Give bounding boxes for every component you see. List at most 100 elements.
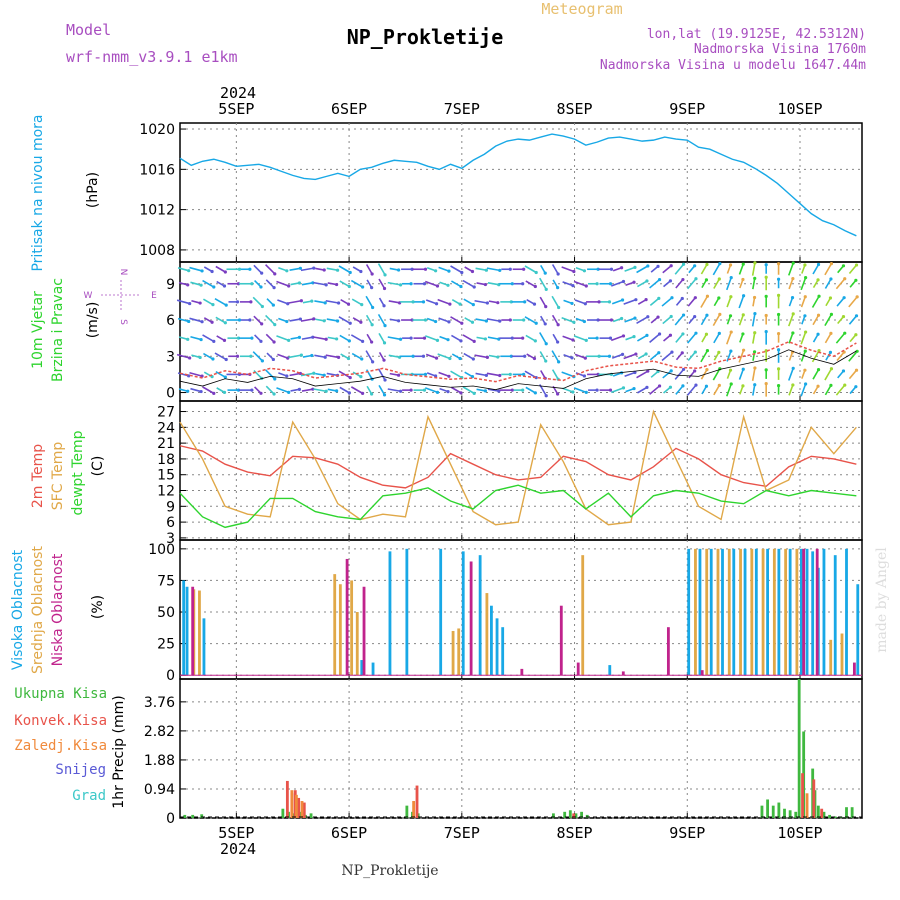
wind-arrow xyxy=(387,281,401,286)
bar xyxy=(281,808,285,818)
wind-arrow xyxy=(835,278,846,290)
wind-arrow xyxy=(788,278,794,290)
bar xyxy=(457,628,461,676)
panel-frame xyxy=(179,539,863,680)
y-tick-label: 6 xyxy=(166,313,175,329)
y-tick-label: 3 xyxy=(166,349,175,365)
wind-arrow-head xyxy=(398,389,403,393)
wind-arrow-head xyxy=(470,320,475,324)
wind-arrow-head xyxy=(508,267,512,271)
wind-arrow-head xyxy=(607,300,612,304)
wind-arrow xyxy=(800,277,807,291)
wind-arrow-head xyxy=(776,348,781,352)
wind-arrow xyxy=(812,264,820,275)
series-line-pressure xyxy=(179,133,857,237)
wind-arrow xyxy=(788,384,794,396)
wind-arrow xyxy=(326,372,338,377)
wind-arrow-head xyxy=(841,369,846,373)
wind-arrow-head xyxy=(829,331,833,335)
wind-arrow-head xyxy=(753,276,757,280)
bar xyxy=(302,802,306,818)
bar xyxy=(840,633,844,676)
bar xyxy=(585,814,589,818)
wind-arrow-head xyxy=(498,268,502,272)
wind-arrow-head xyxy=(483,337,488,341)
wind-arrow xyxy=(438,266,450,272)
wind-arrow xyxy=(738,314,745,326)
wind-arrow-head xyxy=(608,282,613,286)
wind-arrow xyxy=(451,334,462,342)
wind-arrow-head xyxy=(705,349,710,353)
wind-arrow xyxy=(686,384,697,396)
wind-arrow xyxy=(824,263,833,276)
wind-arrow-head xyxy=(816,262,821,267)
wind-arrow xyxy=(351,298,363,306)
wind-arrow-head xyxy=(764,368,768,372)
bar xyxy=(501,627,505,676)
wind-arrow xyxy=(539,277,547,290)
wind-arrow-head xyxy=(544,342,548,346)
wind-arrow-head xyxy=(423,372,428,377)
wind-arrow-head xyxy=(188,301,192,306)
wind-arrow xyxy=(637,386,648,394)
wind-arrow-head xyxy=(249,300,253,304)
wind-arrow xyxy=(726,383,732,397)
wind-arrow-head xyxy=(556,323,560,327)
wind-arrow-head xyxy=(409,336,413,340)
wind-arrow xyxy=(561,371,575,378)
bar xyxy=(360,660,364,676)
wind-arrow-head xyxy=(250,282,254,286)
wind-arrow xyxy=(539,332,547,345)
wind-arrow-head xyxy=(522,267,526,271)
wind-arrow-head xyxy=(522,318,526,322)
wind-arrow xyxy=(800,383,807,397)
wind-arrow xyxy=(487,388,499,392)
wind-arrow-head xyxy=(764,382,768,386)
bar xyxy=(478,555,482,676)
wind-arrow-head xyxy=(657,384,662,388)
wind-arrow-head xyxy=(556,286,560,290)
bar xyxy=(355,612,359,676)
bar xyxy=(572,813,576,818)
wind-arrow-head xyxy=(670,296,674,300)
wind-arrow xyxy=(325,354,339,359)
wind-arrow-head xyxy=(790,296,795,300)
bar xyxy=(183,814,187,818)
wind-arrow xyxy=(438,371,450,378)
wind-arrow xyxy=(574,353,586,359)
wind-arrow-head xyxy=(705,313,709,317)
wind-arrow-head xyxy=(704,384,709,388)
wind-arrow-head xyxy=(460,270,464,275)
wind-arrow-head xyxy=(235,354,240,358)
legend-entry: Snijeg xyxy=(55,762,106,778)
wind-arrow xyxy=(339,280,350,288)
wind-arrow-head xyxy=(521,388,525,392)
bar xyxy=(777,548,781,676)
wind-arrow xyxy=(700,295,709,308)
bar xyxy=(794,811,798,818)
wind-arrow xyxy=(301,282,313,286)
wind-arrow-head xyxy=(776,262,781,266)
bar xyxy=(285,780,289,818)
wind-arrow-head xyxy=(259,339,263,343)
wind-arrow-head xyxy=(741,277,745,282)
wind-arrow xyxy=(277,353,289,359)
wind-arrow xyxy=(486,318,500,322)
wind-arrow xyxy=(313,281,327,286)
wind-arrow xyxy=(215,316,226,324)
bar xyxy=(461,551,465,676)
day-label-top: 8SEP xyxy=(556,100,592,118)
day-label-top: 10SEP xyxy=(777,100,822,118)
temp-ylabel-colored-2: SFC Temp xyxy=(50,442,66,511)
wind-arrow-head xyxy=(556,272,560,276)
wind-arrow xyxy=(387,388,401,393)
wind-arrow-head xyxy=(260,271,264,275)
wind-arrow xyxy=(265,279,275,289)
wind-arrow-head xyxy=(347,284,351,289)
wind-arrow-head xyxy=(776,332,781,336)
wind-arrow xyxy=(252,296,263,308)
wind-arrow-head xyxy=(804,330,808,334)
wind-arrow-head xyxy=(595,282,599,286)
wind-arrow-head xyxy=(359,320,363,324)
series-line-sfc_temp xyxy=(179,409,857,526)
